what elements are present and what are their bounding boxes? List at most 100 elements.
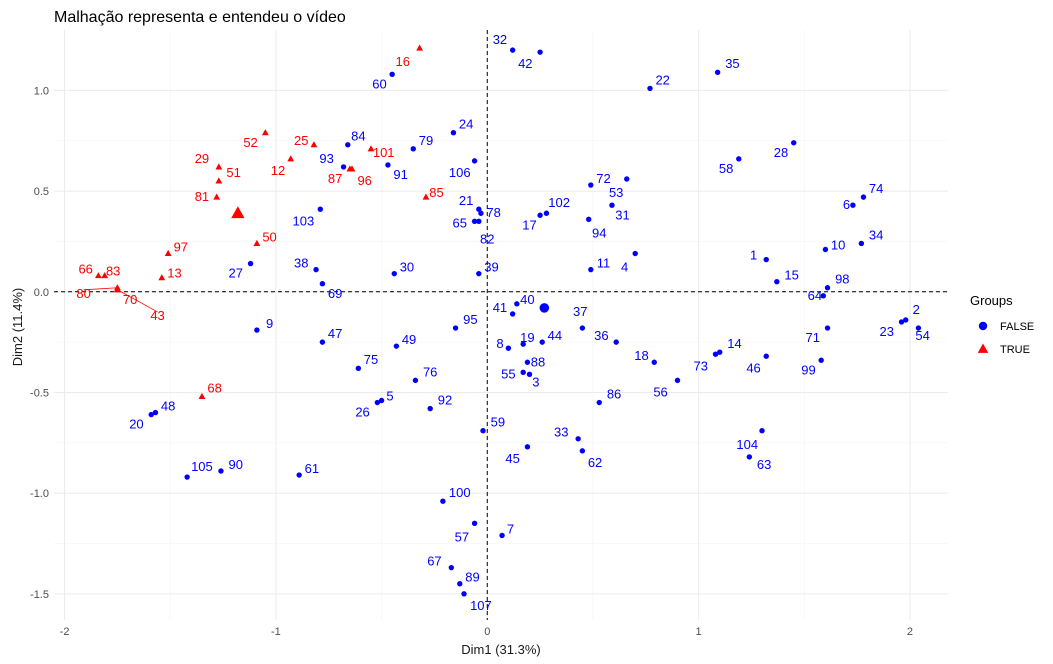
point-label: 22 (655, 72, 669, 87)
group-centroid-false (539, 303, 550, 313)
point-label: 48 (161, 399, 175, 414)
data-point-false (457, 581, 463, 587)
data-point-false (774, 279, 780, 285)
data-point-false (505, 345, 512, 351)
data-point-true (287, 155, 295, 162)
point-label: 17 (522, 217, 536, 232)
point-label: 6 (843, 197, 850, 212)
point-label: 50 (262, 229, 276, 244)
point-label: 80 (76, 286, 90, 301)
data-point-false (791, 140, 797, 146)
point-label: 59 (491, 415, 505, 430)
point-label: 27 (229, 266, 243, 281)
point-label: 18 (634, 348, 648, 363)
data-point-true (367, 145, 375, 152)
point-label: 25 (294, 133, 308, 148)
point-label: 34 (869, 227, 883, 242)
x-tick-label: 1 (696, 626, 702, 638)
data-point-false (448, 564, 455, 571)
point-label: 29 (195, 151, 209, 166)
y-axis-title: Dim2 (11.4%) (10, 288, 25, 367)
point-label: 82 (480, 231, 494, 246)
point-label: 92 (438, 393, 452, 408)
data-point-false (575, 436, 581, 442)
point-label: 4 (621, 260, 628, 275)
legend-label: TRUE (1000, 344, 1030, 356)
x-tick-label: -2 (60, 626, 70, 638)
legend-key-false (978, 321, 988, 331)
data-point-false (860, 194, 867, 200)
point-label: 88 (531, 354, 545, 369)
data-point-false (499, 532, 505, 539)
y-tick-label: 0.5 (34, 186, 49, 198)
reference-lines (54, 30, 948, 620)
point-label: 66 (78, 262, 92, 277)
data-point-false (609, 202, 615, 208)
point-label: 7 (507, 521, 514, 536)
data-point-false (898, 319, 905, 325)
point-label: 73 (693, 358, 707, 373)
point-label: 15 (784, 268, 798, 283)
point-label: 43 (150, 308, 164, 323)
point-label: 39 (484, 260, 498, 275)
point-label: 63 (757, 457, 771, 472)
point-label: 28 (774, 145, 788, 160)
data-point-false (579, 325, 586, 331)
point-label: 93 (319, 151, 333, 166)
data-point-false (478, 210, 484, 216)
point-label: 13 (167, 266, 181, 281)
data-point-false (480, 428, 486, 434)
data-point-false (247, 260, 254, 267)
data-point-false (340, 164, 347, 170)
point-label: 60 (372, 76, 386, 91)
data-point-false (915, 325, 922, 331)
point-label: 104 (736, 437, 758, 452)
data-point-false (588, 266, 594, 273)
point-label: 95 (463, 312, 477, 327)
data-point-true (113, 286, 121, 293)
data-point-false (471, 520, 478, 527)
data-point-false (579, 448, 586, 454)
data-point-false (471, 218, 478, 224)
label-connector (83, 287, 118, 291)
x-tick-label: -1 (271, 626, 281, 638)
point-label: 67 (427, 554, 441, 569)
point-label: 85 (429, 185, 443, 200)
point-label: 61 (305, 461, 319, 476)
point-label: 5 (386, 388, 393, 403)
point-label: 58 (719, 161, 733, 176)
data-point-false (537, 49, 543, 55)
point-label: 38 (294, 256, 308, 271)
point-label: 106 (449, 165, 471, 180)
data-point-false (524, 359, 531, 365)
data-point-false (296, 472, 302, 478)
data-point-false (440, 498, 446, 504)
data-point-false (632, 250, 638, 257)
data-point-false (313, 266, 319, 273)
point-label: 69 (328, 286, 342, 301)
point-label: 52 (243, 135, 257, 150)
data-point-false (319, 281, 326, 287)
point-label: 83 (106, 264, 120, 279)
data-point-true (346, 165, 354, 172)
data-point-false (374, 399, 381, 406)
data-point-true (253, 239, 261, 246)
data-point-false (218, 468, 224, 474)
point-label: 37 (573, 304, 587, 319)
point-label: 33 (554, 425, 568, 440)
grid (54, 30, 948, 620)
data-point-false (184, 474, 190, 480)
y-tick-label: -1.5 (30, 589, 49, 601)
point-label: 46 (746, 360, 760, 375)
data-point-false (824, 325, 831, 331)
point-label: 86 (607, 386, 621, 401)
point-label: 8 (496, 336, 503, 351)
point-label: 78 (486, 205, 500, 220)
point-label: 51 (226, 165, 240, 180)
point-label: 76 (423, 364, 437, 379)
point-label: 23 (879, 324, 893, 339)
data-point-false (543, 210, 550, 216)
label-connectors (83, 287, 158, 313)
data-point-true (213, 193, 221, 200)
y-tick-label: -1.0 (30, 488, 49, 500)
